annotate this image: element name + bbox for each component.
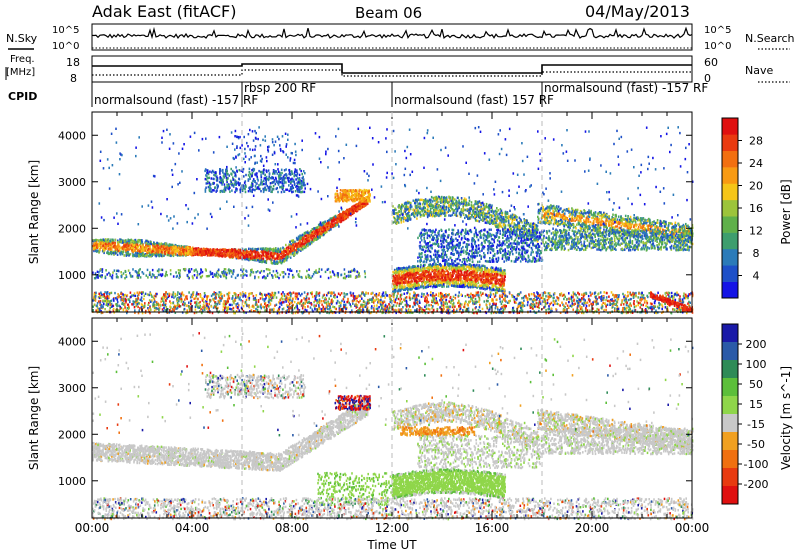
cell (285, 244, 287, 246)
cell (248, 248, 250, 250)
cpid-segment-0: normalsound (fast) -157 RF (94, 93, 258, 107)
cpid-segment-1: rbsp 200 RF (244, 81, 316, 95)
cell (277, 248, 279, 250)
cell (282, 247, 284, 249)
cpid-segment-2: normalsound (fast) 157 RF (394, 93, 554, 107)
nave-label: Nave (745, 64, 773, 77)
cell (132, 240, 134, 242)
cell (278, 251, 280, 253)
freq-tick-top: 18 (66, 56, 80, 69)
nsky-left-tick-bottom: 10^0 (52, 41, 79, 52)
nsky-label: N.Sky (6, 32, 38, 45)
nave-tick-top: 60 (704, 56, 718, 69)
cell (290, 253, 292, 255)
cell (212, 248, 214, 250)
date-title: 04/May/2013 (585, 2, 690, 21)
beam-title: Beam 06 (355, 4, 422, 22)
cell (108, 248, 110, 250)
cell (317, 226, 319, 228)
cell (117, 241, 119, 243)
cell (315, 233, 317, 235)
cell (120, 247, 122, 249)
nsky-right-tick-top: 10^5 (704, 25, 731, 36)
cell (169, 252, 171, 254)
cell (119, 238, 121, 240)
cell (297, 238, 299, 240)
nsearch-label: N.Search (745, 32, 795, 45)
cell (319, 232, 321, 234)
radar-figure: Adak East (fitACF) Beam 06 04/May/2013 N… (0, 0, 800, 554)
cell (309, 242, 311, 244)
site-title: Adak East (fitACF) (92, 2, 236, 21)
cell (271, 262, 273, 264)
cell (203, 248, 205, 250)
cell (298, 236, 300, 238)
nsky-left-tick-top: 10^5 (52, 25, 79, 36)
cpid-label: CPID (8, 90, 37, 103)
cpid-segment-3: normalsound (fast) -157 RF (544, 81, 708, 95)
cell (110, 239, 112, 241)
cell (142, 255, 144, 257)
cell (260, 248, 262, 250)
freq-label-2: [MHz] (6, 67, 35, 78)
cell (313, 230, 315, 232)
cell (224, 248, 226, 250)
nsky-series (92, 28, 692, 38)
cell (146, 251, 148, 253)
freq-tick-bottom: 8 (70, 72, 77, 85)
power-heatmap-cells (92, 126, 693, 314)
nsky-right-tick-bottom: 10^0 (704, 41, 731, 52)
cell (137, 250, 139, 252)
cell (180, 248, 182, 250)
freq-panel-frame (92, 56, 692, 82)
cell (342, 212, 344, 214)
cell (293, 247, 295, 249)
freq-label-1: Freq. (10, 54, 35, 65)
cell (288, 247, 290, 249)
cell (148, 241, 150, 243)
